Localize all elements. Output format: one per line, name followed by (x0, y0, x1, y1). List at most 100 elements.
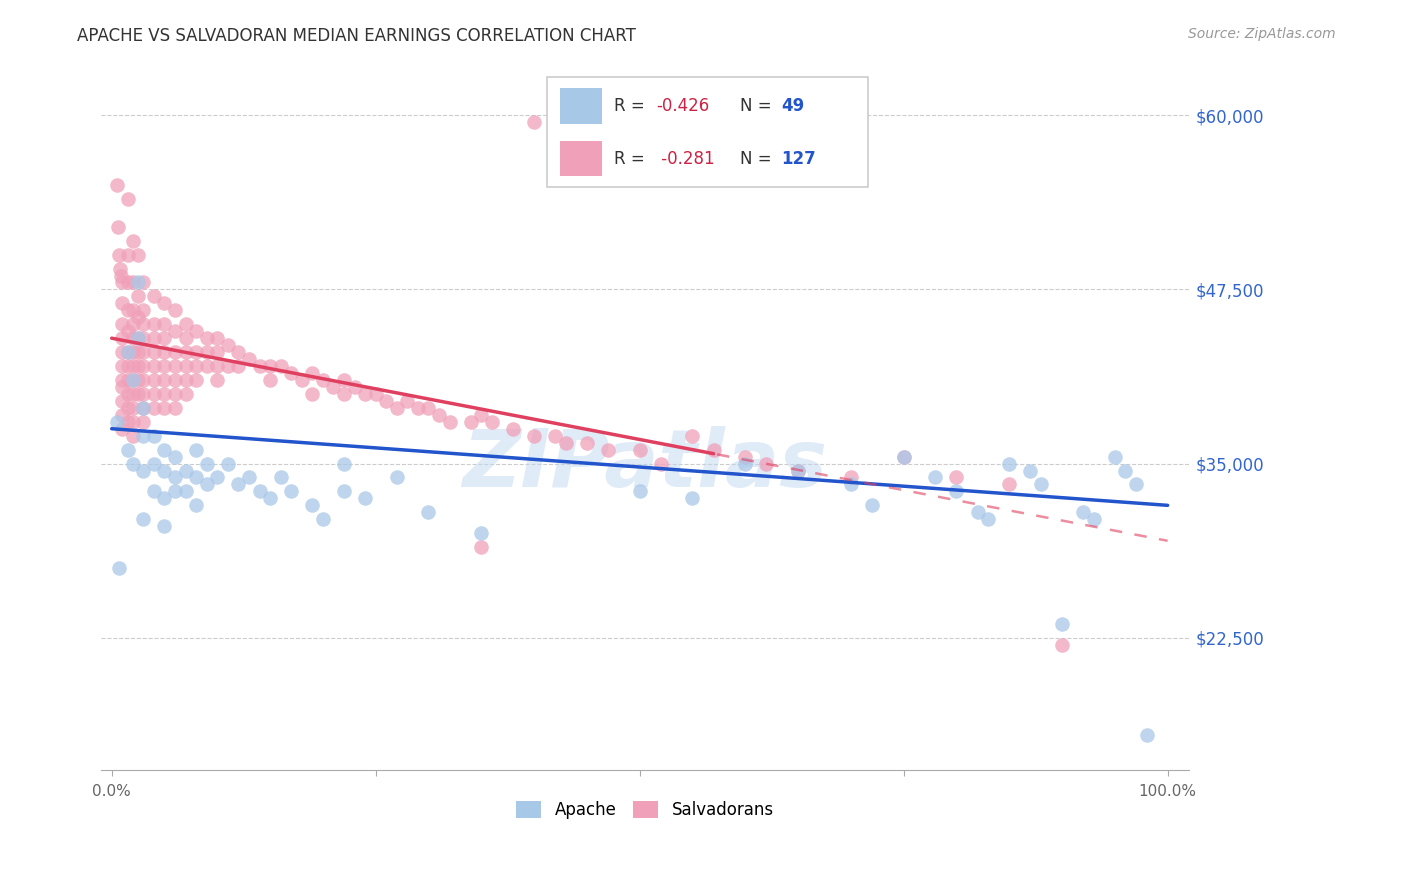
Point (270, 359, 292, 373)
Point (1114, 463, 1136, 477)
Point (132, 345, 155, 359)
Point (153, 373, 176, 387)
Point (142, 484, 165, 499)
Point (121, 303, 143, 318)
Point (153, 491, 176, 506)
Point (117, 345, 139, 359)
Point (228, 345, 250, 359)
Point (111, 296, 134, 310)
Point (439, 415, 461, 429)
Point (121, 234, 143, 248)
Point (142, 387, 165, 401)
Point (998, 477, 1021, 491)
Point (111, 373, 134, 387)
Point (174, 387, 197, 401)
Point (121, 318, 143, 332)
Point (111, 408, 134, 422)
Point (333, 484, 356, 499)
Point (111, 359, 134, 373)
Point (142, 373, 165, 387)
Point (966, 505, 988, 519)
Point (132, 373, 155, 387)
Point (354, 491, 377, 506)
Point (132, 512, 155, 526)
Point (207, 359, 229, 373)
Point (117, 324, 139, 338)
Point (110, 268, 132, 283)
Point (734, 457, 756, 471)
Point (153, 387, 176, 401)
Point (142, 401, 165, 415)
Point (523, 428, 546, 442)
Point (544, 428, 567, 442)
Point (291, 373, 314, 387)
Point (470, 526, 492, 541)
Point (682, 491, 704, 506)
Point (108, 261, 131, 276)
Point (105, 415, 128, 429)
Point (924, 470, 946, 484)
Point (121, 387, 143, 401)
Point (117, 276, 139, 290)
Point (127, 289, 149, 303)
Point (217, 359, 239, 373)
Point (186, 324, 208, 338)
Point (195, 477, 218, 491)
Point (460, 415, 482, 429)
Point (1029, 477, 1052, 491)
Point (111, 331, 134, 345)
Point (301, 387, 323, 401)
Point (121, 415, 143, 429)
Point (301, 366, 323, 380)
Point (249, 484, 271, 499)
Point (153, 331, 176, 345)
Point (470, 540, 492, 554)
Point (153, 296, 176, 310)
Point (107, 219, 129, 234)
Point (117, 192, 139, 206)
Point (628, 484, 651, 499)
Point (575, 435, 598, 450)
Point (217, 457, 239, 471)
Point (117, 373, 139, 387)
Point (207, 345, 229, 359)
Point (385, 401, 408, 415)
Point (977, 512, 1000, 526)
Point (312, 512, 335, 526)
Point (132, 463, 155, 477)
Point (195, 331, 218, 345)
Point (787, 463, 810, 477)
Point (596, 442, 619, 457)
Point (117, 387, 139, 401)
Point (554, 435, 576, 450)
Point (228, 477, 250, 491)
Point (259, 359, 281, 373)
Point (385, 470, 408, 484)
Point (127, 247, 149, 261)
Point (734, 450, 756, 464)
Point (217, 338, 239, 352)
Point (628, 442, 651, 457)
Point (406, 401, 429, 415)
Point (249, 359, 271, 373)
Point (163, 387, 186, 401)
Point (186, 499, 208, 513)
Point (755, 457, 778, 471)
Point (108, 247, 131, 261)
Point (893, 450, 915, 464)
Point (127, 359, 149, 373)
Point (207, 331, 229, 345)
Point (142, 318, 165, 332)
Point (174, 484, 197, 499)
Point (682, 428, 704, 442)
Point (174, 359, 197, 373)
Point (839, 477, 862, 491)
Text: ZIPatlas: ZIPatlas (463, 425, 828, 503)
Point (228, 359, 250, 373)
Point (153, 401, 176, 415)
Point (322, 380, 344, 394)
Point (111, 393, 134, 408)
Point (333, 387, 356, 401)
Point (111, 276, 134, 290)
Point (132, 276, 155, 290)
